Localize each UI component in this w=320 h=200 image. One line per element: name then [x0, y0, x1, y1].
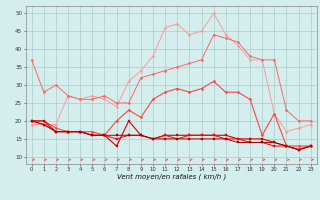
- X-axis label: Vent moyen/en rafales ( km/h ): Vent moyen/en rafales ( km/h ): [116, 174, 226, 180]
